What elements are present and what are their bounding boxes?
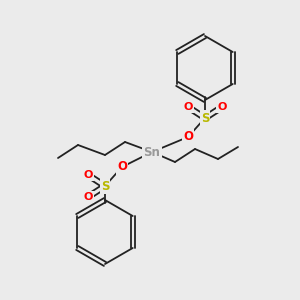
Text: O: O <box>117 160 127 173</box>
Text: O: O <box>183 130 193 143</box>
Text: O: O <box>83 192 93 202</box>
Text: S: S <box>101 179 109 193</box>
Text: O: O <box>183 102 193 112</box>
Text: O: O <box>83 170 93 180</box>
Text: O: O <box>217 102 227 112</box>
Text: S: S <box>201 112 209 124</box>
Text: Sn: Sn <box>144 146 160 158</box>
